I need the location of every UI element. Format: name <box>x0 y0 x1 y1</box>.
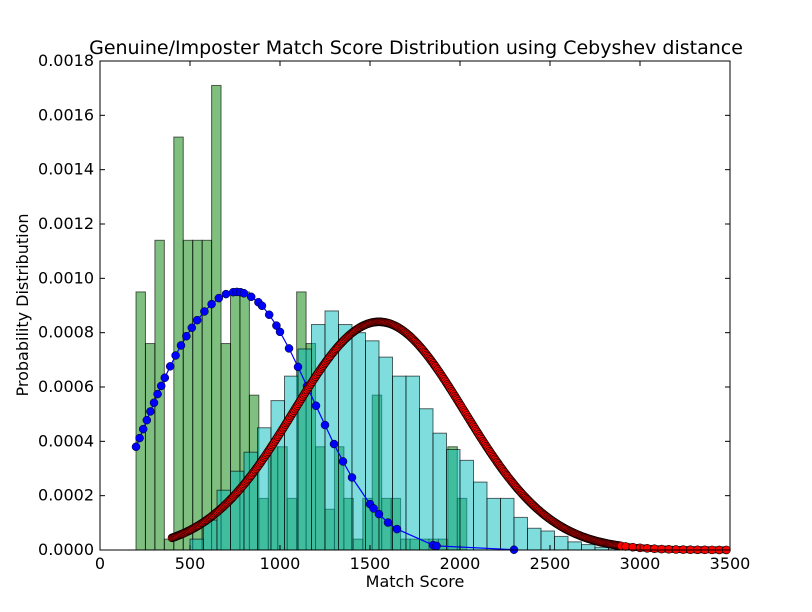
histogram-bar <box>405 375 420 551</box>
histogram-bar <box>473 481 488 551</box>
genuine-curve-point <box>156 381 166 391</box>
genuine-curve-point <box>239 289 249 298</box>
imposter-curve-point <box>621 542 630 551</box>
y-tick-label: 0.0012 <box>38 214 94 233</box>
genuine-curve-point <box>165 362 175 371</box>
genuine-curve-point <box>284 344 294 353</box>
histogram-bar <box>432 432 447 551</box>
histogram-bar <box>392 375 407 551</box>
genuine-curve-point <box>214 293 224 303</box>
genuine-curve-point <box>131 442 141 452</box>
histogram-bar <box>446 448 461 551</box>
histogram-bar <box>189 538 204 551</box>
genuine-curve-point <box>311 401 321 410</box>
x-axis: 0 500 1000 1500 2000 2500 3000 3500 <box>95 61 750 573</box>
genuine-curve-point <box>149 398 159 408</box>
x-axis-title: Match Score <box>366 572 465 591</box>
genuine-curve-point <box>142 415 152 425</box>
x-tick-label: 2500 <box>530 554 571 573</box>
plot-frame <box>99 60 731 551</box>
histogram-bar <box>486 497 501 551</box>
y-tick-label: 0.0014 <box>38 160 94 179</box>
y-tick-label: 0.0006 <box>38 377 94 396</box>
genuine-curve-point <box>153 389 162 399</box>
imposter-curve-point <box>671 545 681 554</box>
genuine-curve-point <box>338 457 348 466</box>
histogram-bar <box>351 332 366 551</box>
y-tick-label: 0.0008 <box>38 323 94 342</box>
genuine-curve-point <box>432 541 441 551</box>
genuine-curve-point <box>392 524 402 534</box>
genuine-curve-point <box>146 407 155 416</box>
histogram-bar <box>581 544 596 551</box>
genuine-curve-point <box>135 433 144 443</box>
x-tick-label: 500 <box>175 554 206 573</box>
x-tick-label: 2000 <box>440 554 481 573</box>
histogram-bar <box>419 408 434 551</box>
genuine-curve-point <box>369 504 378 513</box>
histogram-bar <box>144 343 156 551</box>
histogram-bar <box>500 497 515 551</box>
y-tick-label: 0.0002 <box>38 486 94 505</box>
genuine-curve-point <box>138 424 148 434</box>
histogram-bar <box>540 530 555 551</box>
genuine-curve-point <box>182 331 191 341</box>
histogram-bar <box>554 535 569 551</box>
x-tick-label: 1500 <box>350 554 391 573</box>
genuine-curve-point <box>200 307 209 316</box>
genuine-curve-point <box>257 301 267 311</box>
histogram-bar <box>567 541 582 551</box>
histogram-bar <box>527 527 542 551</box>
genuine-curve-point <box>246 292 256 302</box>
histogram-bar <box>365 340 380 551</box>
genuine-curve-point <box>207 299 216 309</box>
genuine-curve-point <box>187 323 197 333</box>
histogram-bar <box>201 239 213 551</box>
genuine-curve-point <box>264 310 274 319</box>
y-tick-label: 0.0016 <box>38 105 94 124</box>
y-axis-title: Probability Distribution <box>13 213 32 396</box>
chart-title: Genuine/Imposter Match Score Distributio… <box>89 37 743 59</box>
histogram-bar <box>338 324 353 551</box>
genuine-curve-point <box>347 473 357 482</box>
genuine-curve-point <box>160 373 170 383</box>
imposter-curve-point <box>642 544 652 553</box>
histogram-bar <box>513 516 528 551</box>
imposter-curve-point <box>650 544 659 554</box>
genuine-curve-point <box>171 351 180 360</box>
y-tick-label: 0.0010 <box>38 268 94 287</box>
imposter-curve-point <box>657 544 666 554</box>
y-tick-label: 0.0018 <box>38 51 94 70</box>
imposter-curve-point <box>664 544 674 554</box>
genuine-curve-point <box>329 439 339 449</box>
y-tick-label: 0.0000 <box>38 540 94 559</box>
genuine-curve-point <box>383 518 393 527</box>
histogram-bar <box>311 324 326 551</box>
x-tick-label: 3000 <box>620 554 661 573</box>
y-tick-label: 0.0004 <box>38 431 94 450</box>
genuine-curve-point <box>192 315 202 325</box>
x-tick-label: 3500 <box>710 554 751 573</box>
histogram-bar <box>211 84 222 551</box>
histogram-bar <box>459 459 474 551</box>
genuine-curve-point <box>176 341 186 350</box>
y-axis: 0.0000 0.0002 0.0004 0.0006 0.0008 0.0010 0.00… <box>38 51 730 559</box>
histogram-bar <box>192 239 203 551</box>
genuine-curve-point <box>320 420 330 430</box>
histogram-bar <box>182 239 194 551</box>
x-tick-label: 1000 <box>260 554 301 573</box>
x-tick-label: 0 <box>95 554 105 573</box>
genuine-curve-point <box>293 362 303 372</box>
genuine-curve-point <box>275 327 285 337</box>
genuine-curve-point <box>374 509 384 519</box>
genuine-curve-point <box>221 289 231 299</box>
